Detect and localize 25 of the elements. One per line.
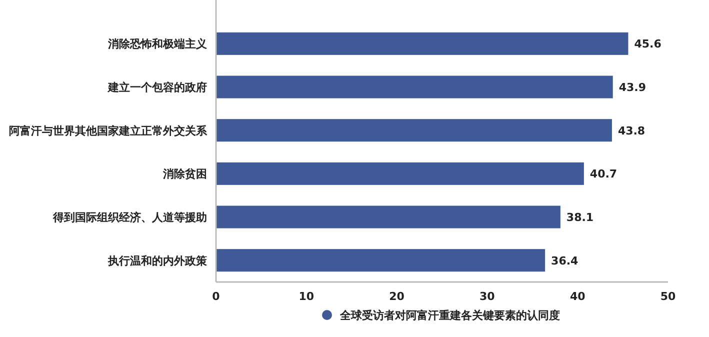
y-tick-label: 得到国际组织经济、人道等援助 <box>52 211 207 224</box>
data-label: 40.7 <box>590 168 618 181</box>
y-tick-label: 消除恐怖和极端主义 <box>107 38 208 51</box>
data-label: 43.8 <box>618 124 646 138</box>
x-tick-label: 50 <box>660 290 676 303</box>
x-tick-label: 40 <box>570 290 586 303</box>
bar <box>216 206 560 228</box>
data-label: 38.1 <box>566 211 594 224</box>
bar <box>216 249 546 272</box>
data-label: 45.6 <box>634 38 662 51</box>
bar <box>216 32 628 55</box>
y-tick-label: 消除贫困 <box>162 168 207 181</box>
x-tick-label: 30 <box>480 290 496 303</box>
y-tick-label: 阿富汗与世界其他国家建立正常外交关系 <box>9 124 208 138</box>
y-tick-label: 建立一个包容的政府 <box>107 81 207 94</box>
bar <box>216 162 584 185</box>
data-label: 36.4 <box>551 254 579 268</box>
data-label: 43.9 <box>618 81 646 94</box>
bar <box>216 76 613 98</box>
bar <box>216 119 612 142</box>
x-tick-label: 20 <box>389 290 405 303</box>
x-tick-label: 0 <box>212 290 220 303</box>
legend-label: 全球受访者对阿富汗重建各关键要素的认同度 <box>339 309 560 322</box>
y-tick-label: 执行温和的内外政策 <box>107 254 208 268</box>
x-tick-label: 10 <box>298 290 314 303</box>
